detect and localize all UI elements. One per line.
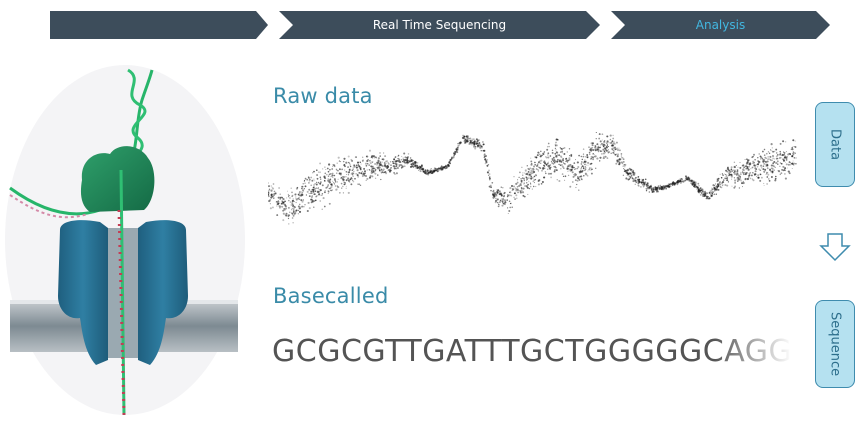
raw-signal-noise (268, 131, 797, 225)
sequence-button-label: Sequence (827, 311, 843, 377)
data-button[interactable]: Data (815, 102, 855, 187)
step-1-chevron[interactable] (50, 11, 268, 39)
step-2-label: Real Time Sequencing (372, 18, 507, 32)
pore-protein (58, 220, 108, 365)
step-1-label (50, 13, 256, 37)
nanopore-illustration (5, 65, 245, 416)
dna-leading-strand (9, 194, 89, 219)
data-button-label: Data (827, 128, 843, 161)
progress-steps (50, 11, 830, 39)
dna-threading (119, 169, 126, 416)
pore-protein-right (138, 220, 188, 365)
step-3-label: Analysis (695, 18, 746, 32)
basecalled-sequence: GCGCGTTGATTTGCTGGGGGCAGG (272, 334, 792, 369)
sequence-button[interactable]: Sequence (815, 300, 855, 388)
arrow-down-icon (819, 233, 851, 262)
basecalled-title: Basecalled (273, 284, 389, 308)
step-3-chevron[interactable] (611, 11, 830, 39)
raw-data-title: Raw data (273, 84, 373, 108)
motor-protein (80, 146, 155, 212)
step-2-chevron[interactable] (279, 11, 600, 39)
raw-signal-plot (268, 131, 797, 225)
